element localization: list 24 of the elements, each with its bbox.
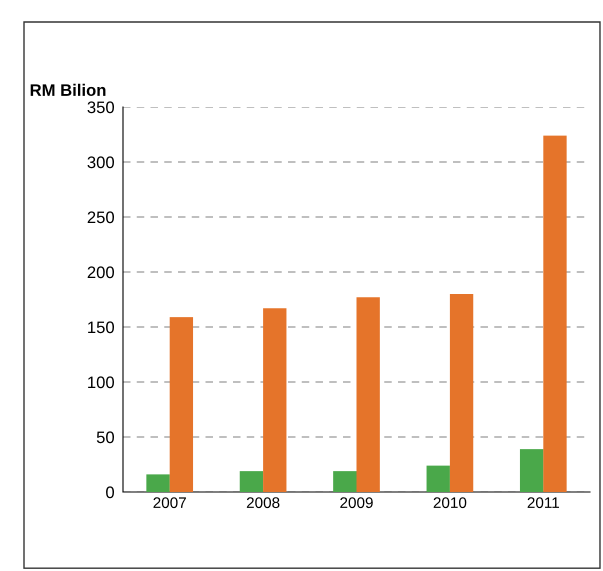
y-tick-label: 50	[96, 431, 114, 444]
bar	[520, 449, 544, 492]
y-axis-title: RM Bilion	[30, 84, 106, 96]
bar	[263, 308, 286, 492]
y-tick-label: 0	[106, 486, 114, 498]
bar	[240, 471, 264, 492]
y-tick-label: 100	[88, 376, 114, 388]
x-tick-label: 2009	[340, 497, 373, 508]
y-tick-label: 200	[88, 266, 114, 278]
bar	[450, 294, 474, 492]
y-tick-label: 250	[88, 211, 114, 224]
bar	[146, 474, 170, 492]
y-tick-label: 300	[87, 156, 114, 168]
bar	[426, 466, 450, 492]
x-tick-label: 2011	[528, 497, 559, 508]
bar	[543, 136, 567, 492]
bar	[170, 317, 194, 492]
y-tick-label: 150	[88, 321, 114, 334]
bar	[333, 471, 356, 492]
x-tick-label: 2008	[246, 497, 280, 508]
y-tick-label: 350	[87, 101, 114, 114]
x-tick-label: 2010	[434, 497, 466, 508]
bar	[356, 297, 380, 492]
x-tick-label: 2007	[153, 497, 186, 508]
